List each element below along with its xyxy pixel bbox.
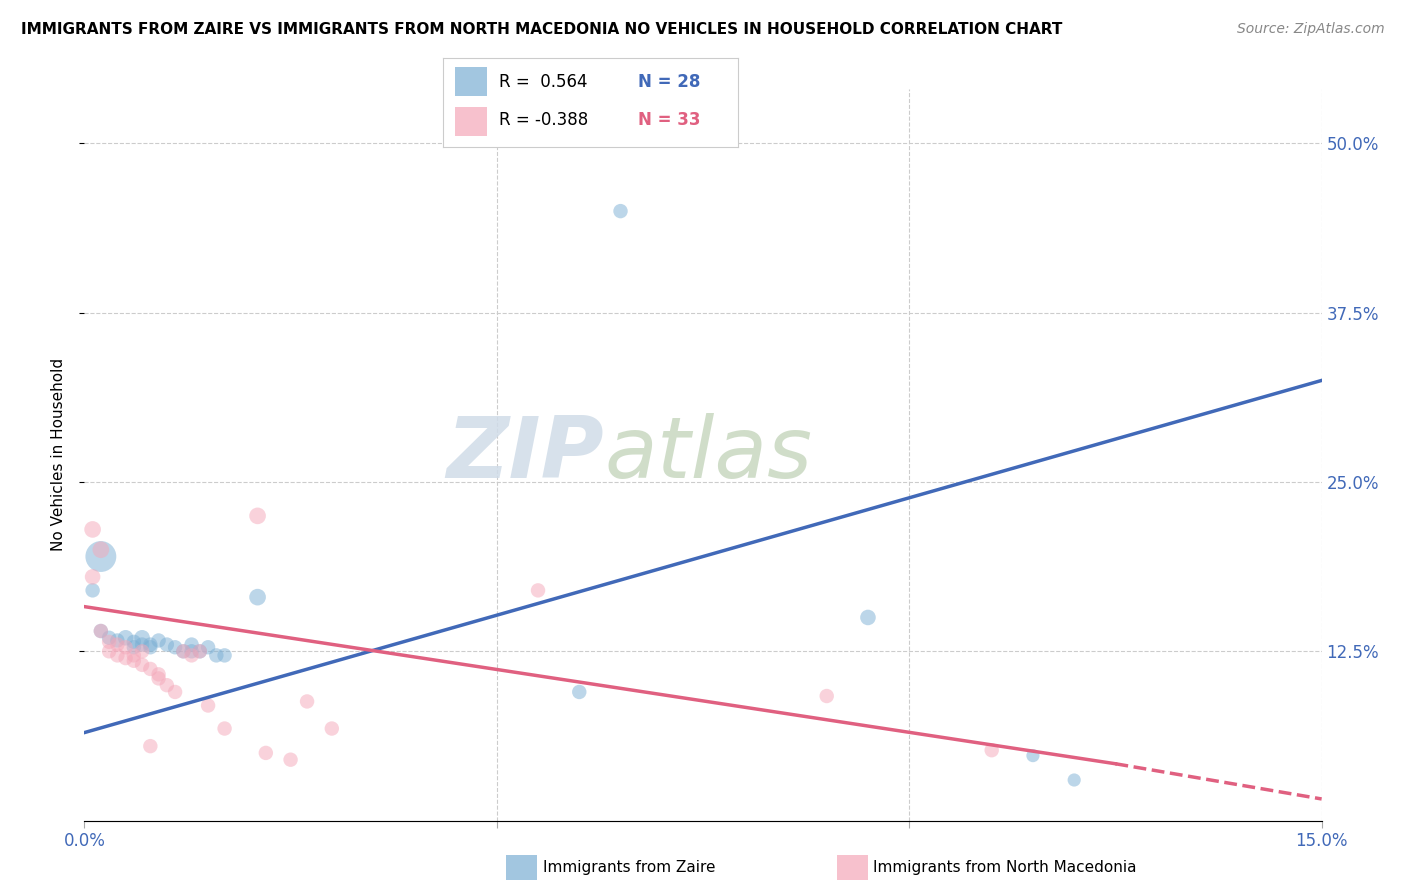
Point bbox=[131, 631, 153, 645]
Point bbox=[114, 651, 136, 665]
Point bbox=[197, 640, 219, 655]
Bar bbox=[454, 67, 486, 96]
Point bbox=[180, 638, 202, 652]
Point bbox=[568, 685, 591, 699]
Text: atlas: atlas bbox=[605, 413, 813, 497]
Point bbox=[105, 648, 128, 663]
Point bbox=[139, 638, 162, 652]
Point bbox=[180, 644, 202, 658]
Point bbox=[105, 633, 128, 648]
Point bbox=[122, 640, 145, 655]
Point bbox=[114, 640, 136, 655]
Point bbox=[180, 648, 202, 663]
Point bbox=[254, 746, 277, 760]
Point bbox=[609, 204, 631, 219]
Point bbox=[139, 640, 162, 655]
Point bbox=[527, 583, 550, 598]
Point bbox=[122, 635, 145, 649]
Point bbox=[114, 631, 136, 645]
Point bbox=[139, 662, 162, 676]
Text: R =  0.564: R = 0.564 bbox=[499, 73, 588, 91]
Point bbox=[82, 523, 104, 537]
Point bbox=[214, 722, 236, 736]
Point bbox=[148, 633, 170, 648]
Point bbox=[172, 644, 194, 658]
Point bbox=[246, 590, 269, 604]
Point bbox=[82, 570, 104, 584]
Bar bbox=[454, 107, 486, 136]
Point bbox=[122, 648, 145, 663]
Point bbox=[131, 644, 153, 658]
Point bbox=[188, 644, 211, 658]
Text: Immigrants from Zaire: Immigrants from Zaire bbox=[543, 861, 716, 875]
Point bbox=[205, 648, 228, 663]
Point bbox=[98, 635, 121, 649]
Text: R = -0.388: R = -0.388 bbox=[499, 112, 588, 129]
Point bbox=[188, 644, 211, 658]
Text: ZIP: ZIP bbox=[446, 413, 605, 497]
Point bbox=[214, 648, 236, 663]
Point bbox=[856, 610, 879, 624]
Point bbox=[295, 694, 318, 708]
Point bbox=[156, 678, 179, 692]
Point bbox=[131, 657, 153, 672]
Point bbox=[82, 583, 104, 598]
Point bbox=[321, 722, 343, 736]
Point bbox=[280, 753, 302, 767]
Y-axis label: No Vehicles in Household: No Vehicles in Household bbox=[51, 359, 66, 551]
Point bbox=[246, 508, 269, 523]
Text: IMMIGRANTS FROM ZAIRE VS IMMIGRANTS FROM NORTH MACEDONIA NO VEHICLES IN HOUSEHOL: IMMIGRANTS FROM ZAIRE VS IMMIGRANTS FROM… bbox=[21, 22, 1063, 37]
Point bbox=[1063, 772, 1085, 787]
Point bbox=[98, 644, 121, 658]
Point bbox=[980, 743, 1002, 757]
Text: N = 33: N = 33 bbox=[638, 112, 700, 129]
Point bbox=[90, 624, 112, 638]
Point bbox=[131, 638, 153, 652]
Point bbox=[156, 638, 179, 652]
Point bbox=[172, 644, 194, 658]
Point bbox=[197, 698, 219, 713]
Point bbox=[90, 624, 112, 638]
Point bbox=[815, 689, 838, 703]
Point bbox=[90, 542, 112, 557]
Point bbox=[148, 667, 170, 681]
Text: Source: ZipAtlas.com: Source: ZipAtlas.com bbox=[1237, 22, 1385, 37]
Text: Immigrants from North Macedonia: Immigrants from North Macedonia bbox=[873, 861, 1136, 875]
Point bbox=[165, 640, 187, 655]
Point bbox=[105, 638, 128, 652]
Text: N = 28: N = 28 bbox=[638, 73, 700, 91]
Point bbox=[139, 739, 162, 753]
Point bbox=[98, 631, 121, 645]
Point bbox=[90, 549, 112, 564]
Point bbox=[122, 654, 145, 668]
Point bbox=[1022, 748, 1045, 763]
Point bbox=[165, 685, 187, 699]
Point bbox=[148, 672, 170, 686]
